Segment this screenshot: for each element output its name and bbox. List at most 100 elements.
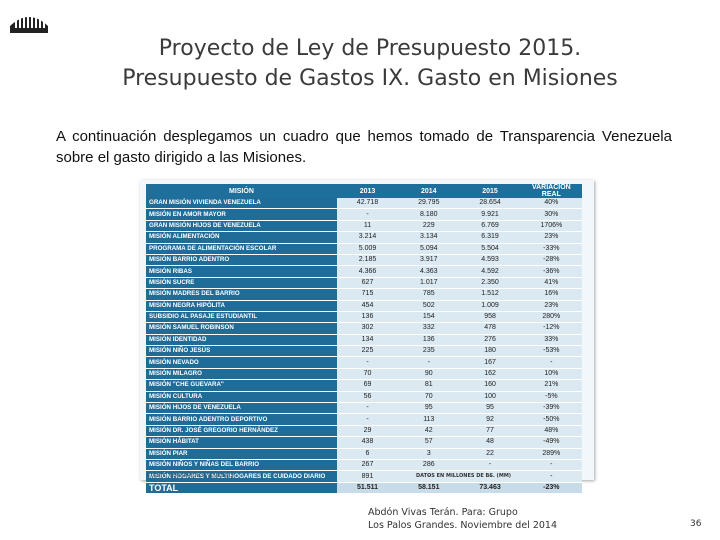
missions-table: MISIÓN 2013 2014 2015 VARIACIÓN REAL GRA…	[146, 184, 582, 495]
value-cell: 5.094	[398, 243, 460, 255]
header-2013: 2013	[336, 184, 399, 198]
value-cell: 70	[336, 368, 399, 381]
value-cell: -39%	[520, 402, 582, 415]
value-cell: -	[336, 402, 399, 415]
value-cell: 4.363	[398, 265, 460, 278]
value-cell: 23%	[520, 231, 582, 244]
mission-name-cell: MISIÓN IDENTIDAD	[146, 334, 337, 347]
value-cell: -	[336, 413, 399, 426]
value-cell: 92	[459, 413, 521, 426]
value-cell: 6.769	[459, 220, 521, 233]
mission-name-cell: MISIÓN RIBAS	[146, 265, 337, 278]
table-row: MISIÓN NEGRA HIPÓLITA 454 502 1.009 23%	[146, 300, 582, 312]
value-cell: -5%	[520, 391, 582, 404]
mission-name-cell: MISIÓN DR. JOSÉ GREGORIO HERNÁNDEZ	[146, 425, 337, 438]
units-note: DATOS EN MILLONES DE BS. (MM)	[416, 473, 512, 479]
value-cell: 1.512	[459, 288, 521, 301]
value-cell: 225	[336, 345, 399, 358]
table-row: MISIÓN SAMUEL ROBINSON 302 332 478 -12%	[146, 322, 582, 335]
value-cell: 30%	[520, 208, 582, 221]
value-cell: -	[520, 356, 582, 369]
value-cell: 438	[336, 436, 399, 449]
table-row: MISIÓN SUCRE 627 1.017 2.350 41%	[146, 277, 582, 290]
value-cell: 90	[398, 368, 460, 381]
value-cell: -	[398, 470, 460, 483]
value-cell: 289%	[520, 448, 582, 461]
table-row: MISIÓN NIÑOS Y NIÑAS DEL BARRIO 267 286- -	[146, 459, 582, 472]
value-cell: -28%	[520, 254, 582, 267]
value-cell: 160	[459, 379, 521, 392]
table-row: MISIÓN BARRIO ADENTRO 2.185 3.917 4.593 -28%	[146, 254, 582, 267]
value-cell: 267	[336, 459, 399, 472]
value-cell: 162	[459, 368, 521, 381]
value-cell: 22	[459, 448, 521, 461]
value-cell: 42.718	[336, 198, 399, 210]
value-cell: 627	[336, 277, 399, 290]
value-cell: 478	[459, 322, 521, 335]
missions-table-image: MISIÓN 2013 2014 2015 VARIACIÓN REAL GRA…	[140, 180, 594, 495]
table-row: MISIÓN NEVADO - -167-	[146, 356, 582, 369]
mission-name-cell: MISIÓN SUCRE	[146, 277, 337, 290]
value-cell: 1706%	[520, 220, 582, 233]
mission-name-cell: MISIÓN BARRIO ADENTRO	[146, 254, 337, 267]
mission-name-cell: MISIÓN CULTURA	[146, 391, 337, 404]
table-row: MISIÓN CULTURA 56 70 100 -5%	[146, 391, 582, 404]
value-cell: 5.009	[336, 243, 399, 255]
value-cell: 3.917	[398, 254, 460, 267]
value-cell: 77	[459, 425, 521, 438]
credit-line-2: Los Palos Grandes. Noviembre del 2014	[368, 520, 558, 531]
value-cell: 95	[459, 402, 521, 415]
credit-line-1: Abdón Vivas Terán. Para: Grupo	[368, 507, 518, 518]
value-cell: 136	[336, 311, 399, 324]
table-row: GRAN MISIÓN VIVIENDA VENEZUELA 42.718 29.7…	[146, 198, 582, 210]
table-row: MISIÓN ALIMENTACIÓN 3.214 3.134 6.319 23%	[146, 231, 582, 244]
value-cell: 1.009	[459, 300, 521, 312]
value-cell: 6	[336, 448, 399, 461]
table-row: MISIÓN "CHE GUEVARA" 69 81 160 21%	[146, 379, 582, 392]
value-cell: 2.350	[459, 277, 521, 290]
value-cell: 6.319	[459, 231, 521, 244]
mission-name-cell: MISIÓN NIÑO JESÚS	[146, 345, 337, 358]
table-row: MISIÓN MADRES DEL BARRIO 715 785 1.512 16%	[146, 288, 582, 301]
value-cell: 58.151	[398, 482, 460, 495]
value-cell: 21%	[520, 379, 582, 392]
value-cell: 23%	[520, 300, 582, 312]
value-cell: -	[520, 470, 582, 483]
value-cell: 10%	[520, 368, 582, 381]
mission-name-cell: MISIÓN PIAR	[146, 448, 337, 461]
value-cell: 785	[398, 288, 460, 301]
mission-name-cell: MISIÓN HIJOS DE VENEZUELA	[146, 402, 337, 415]
value-cell: 41%	[520, 277, 582, 290]
value-cell: 29.795	[398, 198, 460, 210]
mission-name-cell: MISIÓN MILAGRO	[146, 368, 337, 381]
value-cell: 715	[336, 288, 399, 301]
mission-name-cell: GRAN MISIÓN VIVIENDA VENEZUELA	[146, 198, 337, 210]
mission-name-cell: TOTAL	[146, 482, 337, 495]
value-cell: 69	[336, 379, 399, 392]
value-cell: 40%	[520, 198, 582, 210]
value-cell: -	[336, 356, 399, 369]
title-line-2: Presupuesto de Gastos IX. Gasto en Misio…	[122, 66, 618, 91]
value-cell: -23%	[520, 482, 582, 495]
value-cell: 95	[398, 402, 460, 415]
mission-name-cell: MISIÓN NEVADO	[146, 356, 337, 369]
author-credit: Abdón Vivas Terán. Para: Grupo Los Palos…	[368, 506, 557, 532]
value-cell: 100	[459, 391, 521, 404]
mission-name-cell: MISIÓN SAMUEL ROBINSON	[146, 322, 337, 335]
table-header-row: MISIÓN 2013 2014 2015 VARIACIÓN REAL	[146, 184, 582, 198]
value-cell: 276	[459, 334, 521, 347]
value-cell: -50%	[520, 413, 582, 426]
value-cell: 51.511	[336, 482, 399, 495]
value-cell: -	[398, 356, 460, 369]
value-cell: 4.593	[459, 254, 521, 267]
table-row: MISIÓN DR. JOSÉ GREGORIO HERNÁNDEZ 29 42 77…	[146, 425, 582, 438]
value-cell: 3.214	[336, 231, 399, 244]
value-cell: 280%	[520, 311, 582, 324]
value-cell: -49%	[520, 436, 582, 449]
table-row: SUBSIDIO AL PASAJE ESTUDIANTIL 136 154 958 2…	[146, 311, 582, 324]
mission-name-cell: SUBSIDIO AL PASAJE ESTUDIANTIL	[146, 311, 337, 324]
mission-name-cell: PROGRAMA DE ALIMENTACIÓN ESCOLAR	[146, 243, 337, 255]
value-cell: -	[520, 459, 582, 472]
table-row: MISIÓN IDENTIDAD 134 136 276 33%	[146, 334, 582, 347]
value-cell: 42	[398, 425, 460, 438]
